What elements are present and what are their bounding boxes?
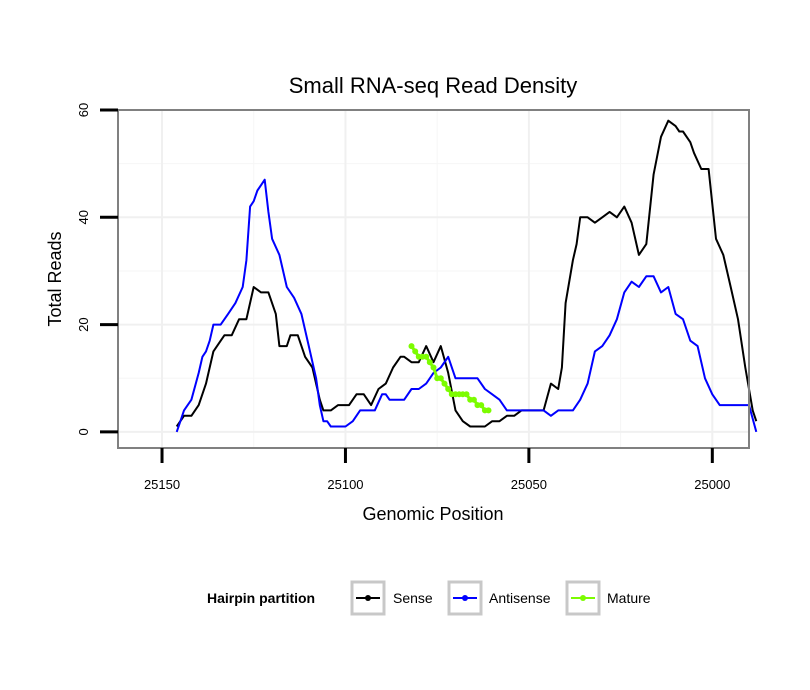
plot-border: [117, 109, 750, 449]
data-point-mature: [478, 402, 485, 409]
legend-key-point: [365, 595, 371, 601]
data-point-mature: [441, 380, 448, 387]
chart-title: Small RNA-seq Read Density: [289, 73, 578, 98]
y-tick-label: 40: [76, 210, 91, 224]
legend-key-point: [462, 595, 468, 601]
y-tick-label: 60: [76, 103, 91, 117]
legend-item-mature: Mature: [565, 580, 651, 616]
data-point-mature: [485, 407, 492, 414]
legend-label-antisense: Antisense: [489, 590, 551, 606]
x-tick-label: 25050: [511, 477, 547, 492]
y-tick-label: 20: [76, 317, 91, 331]
x-tick-label: 25100: [327, 477, 363, 492]
legend-label-mature: Mature: [607, 590, 651, 606]
data-point-mature: [437, 375, 444, 382]
data-point-mature: [412, 348, 419, 355]
data-point-mature: [430, 364, 437, 371]
legend-title: Hairpin partition: [207, 590, 315, 606]
legend: Hairpin partition Sense Antisense Mature: [207, 580, 651, 616]
plot-panel: [117, 109, 758, 449]
x-axis: 25150 25100 25050 25000: [144, 448, 730, 492]
series-line-antisense: [175, 178, 758, 433]
x-tick-label: 25150: [144, 477, 180, 492]
data-point-mature: [470, 396, 477, 403]
legend-item-sense: Sense: [350, 580, 433, 616]
data-point-mature: [426, 359, 433, 366]
series-line-sense: [175, 119, 758, 428]
legend-label-sense: Sense: [393, 590, 433, 606]
y-axis: 0 20 40 60: [76, 103, 118, 436]
data-point-mature: [445, 386, 452, 392]
legend-key-point: [580, 595, 586, 601]
legend-item-antisense: Antisense: [447, 580, 551, 616]
y-tick-label: 0: [76, 428, 91, 435]
x-axis-title: Genomic Position: [362, 504, 503, 524]
data-point-mature: [463, 391, 470, 398]
data-point-mature: [408, 343, 415, 350]
data-point-mature: [423, 353, 430, 360]
series-group: [175, 119, 758, 433]
y-axis-title: Total Reads: [45, 231, 65, 326]
x-tick-label: 25000: [694, 477, 730, 492]
